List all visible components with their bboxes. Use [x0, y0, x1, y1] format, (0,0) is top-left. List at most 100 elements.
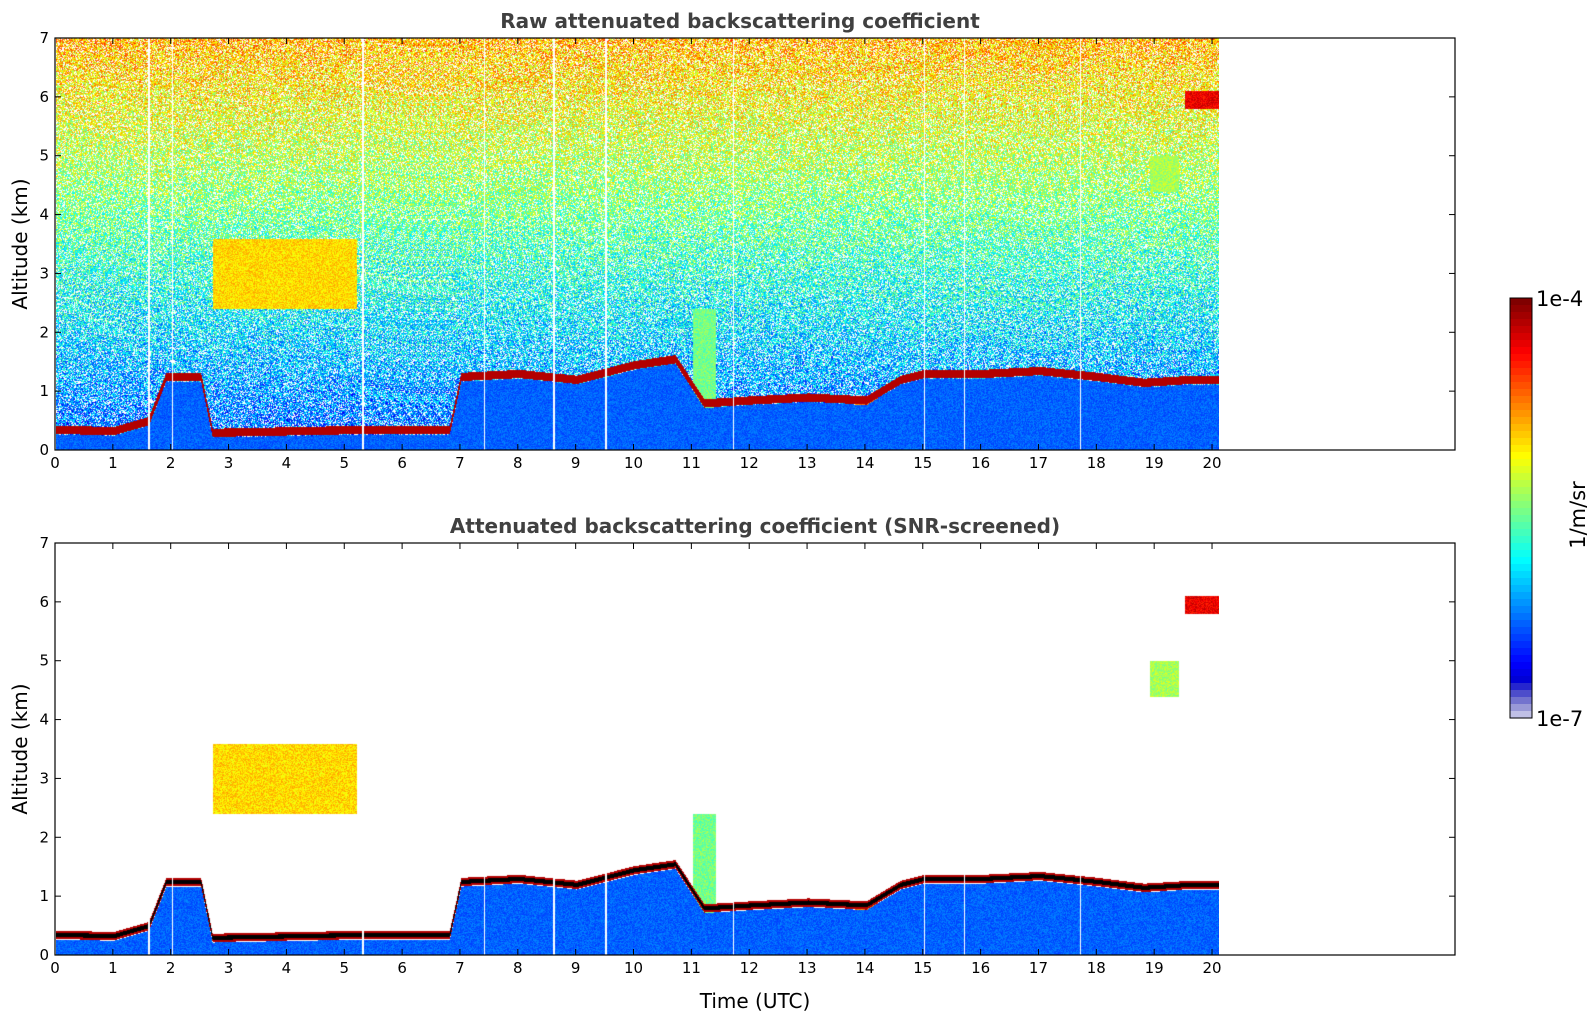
colorbar-step — [1510, 585, 1532, 593]
colorbar-step — [1510, 340, 1532, 348]
colorbar-step — [1510, 627, 1532, 635]
x-tick-label: 5 — [339, 454, 349, 472]
x-tick-label: 0 — [50, 959, 60, 977]
x-tick-label: 8 — [513, 959, 523, 977]
colorbar-step — [1510, 613, 1532, 621]
colorbar-step — [1510, 620, 1532, 628]
x-tick-label: 6 — [397, 454, 407, 472]
panel-screened: Attenuated backscattering coefficient (S… — [8, 514, 1456, 1013]
colorbar-step — [1510, 319, 1532, 327]
x-tick-label: 9 — [571, 454, 581, 472]
colorbar-step — [1510, 438, 1532, 446]
colorbar-step — [1510, 389, 1532, 397]
colorbar-step — [1510, 690, 1532, 698]
panel-raw-x-ticks: 0 1 2 3 4 5 6 7 8 9 10 11 12 13 14 15 16 17 18 19 20 — [50, 38, 1222, 472]
colorbar-step — [1510, 711, 1532, 719]
colorbar-step — [1510, 452, 1532, 460]
x-tick-label: 10 — [624, 454, 643, 472]
colorbar-step — [1510, 312, 1532, 320]
x-tick-label: 15 — [913, 454, 932, 472]
x-tick-label: 4 — [282, 454, 292, 472]
x-tick-label: 13 — [798, 454, 817, 472]
colorbar-step — [1510, 543, 1532, 551]
colorbar-frame — [1509, 297, 1533, 719]
x-tick-label: 13 — [798, 959, 817, 977]
colorbar-step — [1510, 487, 1532, 495]
colorbar-step — [1510, 697, 1532, 705]
x-tick-label: 3 — [224, 454, 234, 472]
colorbar-step — [1510, 417, 1532, 425]
y-tick-label: 4 — [39, 711, 49, 729]
x-tick-label: 18 — [1087, 959, 1106, 977]
colorbar-step — [1510, 662, 1532, 670]
y-tick-label: 2 — [39, 828, 49, 846]
panel-raw-heatmap — [56, 38, 1219, 450]
y-tick-label: 5 — [39, 147, 49, 165]
colorbar-step — [1510, 564, 1532, 572]
colorbar-step — [1510, 459, 1532, 467]
panel-raw-frame — [54, 37, 1456, 451]
x-tick-label: 1 — [108, 454, 118, 472]
colorbar-step — [1510, 501, 1532, 509]
x-tick-label: 8 — [513, 454, 523, 472]
panel-raw-y-ticks: 0 1 2 3 4 5 6 7 — [39, 29, 1455, 459]
x-tick-label: 1 — [108, 959, 118, 977]
x-tick-label: 12 — [740, 454, 759, 472]
colorbar-min-label: 1e-7 — [1536, 707, 1583, 731]
colorbar-step — [1510, 508, 1532, 516]
colorbar-step — [1510, 522, 1532, 530]
y-tick-label: 1 — [39, 887, 49, 905]
colorbar-step — [1510, 431, 1532, 439]
y-tick-label: 6 — [39, 593, 49, 611]
colorbar-step — [1510, 571, 1532, 579]
x-tick-label: 20 — [1202, 454, 1221, 472]
colorbar-step — [1510, 494, 1532, 502]
colorbar-step — [1510, 473, 1532, 481]
x-tick-label: 11 — [682, 454, 701, 472]
y-tick-label: 4 — [39, 206, 49, 224]
colorbar-step — [1510, 683, 1532, 691]
colorbar-step — [1510, 515, 1532, 523]
panel-screened-heatmap — [56, 543, 1219, 955]
colorbar-step — [1510, 557, 1532, 565]
colorbar-step — [1510, 592, 1532, 600]
colorbar-step — [1510, 480, 1532, 488]
colorbar-unit-label: 1/m/sr — [1566, 481, 1590, 549]
colorbar-step — [1510, 578, 1532, 586]
colorbar-step — [1510, 599, 1532, 607]
x-tick-label: 4 — [282, 959, 292, 977]
y-tick-label: 7 — [39, 29, 49, 47]
colorbar-step — [1510, 382, 1532, 390]
panel-screened-y-ticks: 0 1 2 3 4 5 6 7 — [39, 534, 1455, 964]
x-tick-label: 19 — [1145, 959, 1164, 977]
x-tick-label: 5 — [339, 959, 349, 977]
x-tick-label: 2 — [166, 959, 176, 977]
colorbar-step — [1510, 333, 1532, 341]
y-tick-label: 5 — [39, 652, 49, 670]
colorbar-step — [1510, 347, 1532, 355]
colorbar-step — [1510, 676, 1532, 684]
colorbar-step — [1510, 655, 1532, 663]
colorbar-step — [1510, 354, 1532, 362]
y-tick-label: 0 — [39, 441, 49, 459]
x-tick-label: 7 — [455, 959, 465, 977]
colorbar-step — [1510, 368, 1532, 376]
colorbar-step — [1510, 424, 1532, 432]
colorbar-step — [1510, 536, 1532, 544]
colorbar-step — [1510, 550, 1532, 558]
y-tick-label: 1 — [39, 382, 49, 400]
panel-screened-title: Attenuated backscattering coefficient (S… — [450, 514, 1060, 538]
panel-raw: Raw attenuated backscattering coefficien… — [8, 9, 1456, 472]
x-tick-label: 14 — [855, 454, 874, 472]
x-tick-label: 16 — [971, 959, 990, 977]
y-tick-label: 6 — [39, 88, 49, 106]
x-tick-label: 19 — [1145, 454, 1164, 472]
colorbar-step — [1510, 704, 1532, 712]
y-tick-label: 3 — [39, 264, 49, 282]
x-tick-label: 16 — [971, 454, 990, 472]
colorbar-step — [1510, 466, 1532, 474]
colorbar-step — [1510, 641, 1532, 649]
x-tick-label: 7 — [455, 454, 465, 472]
panel-screened-x-ticks: 0 1 2 3 4 5 6 7 8 9 10 11 12 13 14 15 16 17 18 19 20 — [50, 543, 1222, 977]
colorbar-gradient — [1510, 298, 1532, 719]
